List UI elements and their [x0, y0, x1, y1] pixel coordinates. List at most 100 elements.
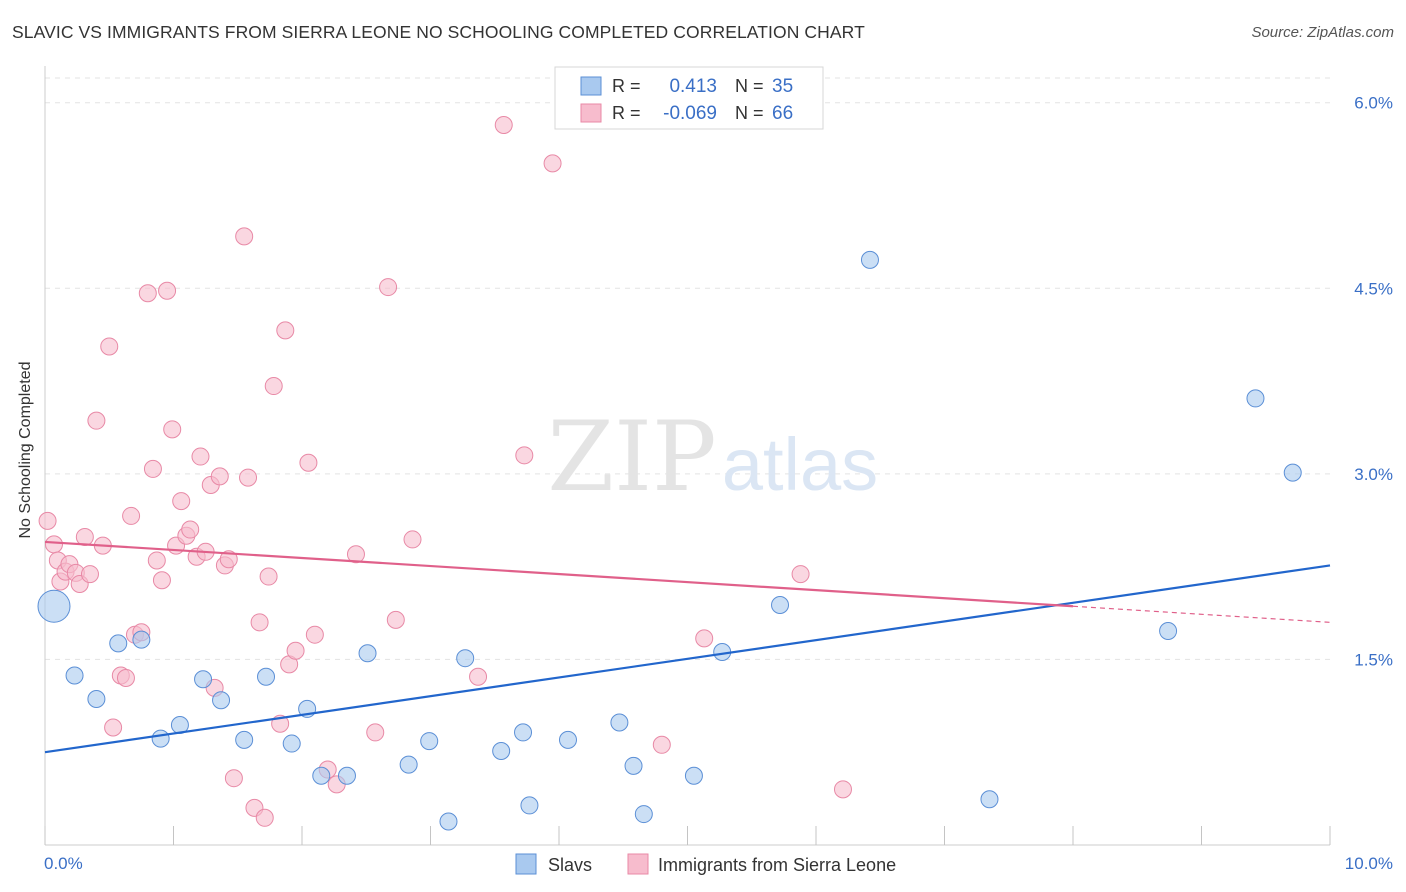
legend-n-value: 35 [772, 76, 793, 97]
slavs-point [492, 741, 511, 760]
slavs-point [235, 730, 254, 749]
sierra-leone-point [286, 641, 305, 660]
slavs-point [624, 756, 643, 775]
legend-swatch-slavs [515, 853, 537, 875]
sierra-leone-point [172, 492, 191, 511]
legend-n-label: N = [735, 103, 764, 123]
legend-swatch-sierra-leone [627, 853, 649, 875]
x-tick-label: 0.0% [44, 854, 83, 873]
watermark-zip: ZIP [547, 401, 716, 513]
sierra-leone-point [44, 535, 63, 554]
legend-swatch [580, 76, 602, 96]
correlation-legend: R = 0.413 N = 35 R = -0.069 N = 66 [554, 66, 824, 130]
series-slavs [37, 250, 1302, 831]
slavs-point [358, 644, 377, 663]
legend-n-label: N = [735, 76, 764, 96]
slavs-point [65, 666, 84, 685]
legend-swatch [580, 103, 602, 123]
slavs-point [610, 713, 629, 732]
sierra-leone-point [494, 116, 513, 135]
slavs-point [684, 766, 703, 785]
sierra-leone-point [255, 808, 274, 827]
sierra-leone-point [379, 278, 398, 297]
legend-label-slavs: Slavs [548, 855, 592, 875]
sierra-leone-point [515, 446, 534, 465]
slavs-point [1246, 389, 1265, 408]
sierra-leone-point [191, 447, 210, 466]
legend-r-label: R = [612, 76, 641, 96]
slavs-point [282, 734, 301, 753]
y-tick-label: 4.5% [1354, 279, 1393, 298]
sierra-leone-point [116, 668, 135, 687]
watermark-atlas: atlas [722, 423, 878, 506]
sierra-leone-point [224, 769, 243, 788]
y-tick-label: 1.5% [1354, 650, 1393, 669]
slavs-point [212, 691, 231, 710]
sierra-leone-point [239, 468, 258, 487]
slavs-point [860, 250, 879, 269]
legend-r-value: -0.069 [663, 103, 717, 124]
sierra-leone-point [403, 530, 422, 549]
sierra-leone-point [100, 337, 119, 356]
sierra-leone-point [138, 284, 157, 303]
sierra-leone-point [181, 520, 200, 539]
sierra-leone-point [210, 467, 229, 486]
tick-labels: 1.5% 3.0% 4.5% 6.0% 0.0% 10.0% [44, 94, 1393, 873]
sierra-leone-trend-line [44, 540, 1074, 608]
sierra-leone-point [152, 571, 171, 590]
legend-r-label: R = [612, 103, 641, 123]
sierra-leone-point [158, 281, 177, 300]
source-credit: Source: ZipAtlas.com [1251, 24, 1394, 41]
slavs-point [109, 634, 128, 653]
sierra-leone-point [366, 723, 385, 742]
bottom-legend: Slavs Immigrants from Sierra Leone [515, 853, 896, 875]
slavs-point [520, 796, 539, 815]
y-tick-label: 3.0% [1354, 465, 1393, 484]
slavs-point [1283, 463, 1302, 482]
slavs-point [257, 667, 276, 686]
slavs-trend-line [44, 564, 1331, 754]
slavs-point [399, 755, 418, 774]
sierra-leone-point [250, 613, 269, 632]
sierra-leone-point [75, 527, 94, 546]
sierra-leone-point [87, 411, 106, 430]
sierra-leone-point [219, 550, 238, 569]
sierra-leone-point [38, 511, 57, 530]
slavs-point [439, 812, 458, 831]
trend-lines [44, 540, 1331, 754]
sierra-leone-point [299, 453, 318, 472]
sierra-leone-point [163, 420, 182, 439]
series-immigrants-sierra-leone [38, 116, 852, 827]
slavs-point [558, 730, 577, 749]
y-tick-label: 6.0% [1354, 94, 1393, 113]
sierra-leone-point [833, 780, 852, 799]
sierra-leone-point [259, 567, 278, 586]
sierra-leone-point [80, 565, 99, 584]
sierra-leone-point [276, 321, 295, 340]
sierra-leone-point [264, 377, 283, 396]
slavs-point-large [37, 589, 71, 623]
legend-n-value: 66 [772, 103, 793, 124]
sierra-leone-trend-extension [1072, 605, 1331, 623]
slavs-point [514, 723, 533, 742]
sierra-leone-point [305, 625, 324, 644]
slavs-point [771, 596, 790, 615]
sierra-leone-point [346, 545, 365, 564]
slavs-point [337, 766, 356, 785]
slavs-point [980, 790, 999, 809]
sierra-leone-point [469, 667, 488, 686]
slavs-point [634, 805, 653, 824]
slavs-point [1159, 621, 1178, 640]
watermark: ZIP atlas [547, 401, 878, 513]
slavs-point [456, 649, 475, 668]
sierra-leone-point [543, 154, 562, 173]
slavs-point [132, 630, 151, 649]
sierra-leone-point [122, 506, 141, 525]
sierra-leone-point [147, 551, 166, 570]
sierra-leone-point [791, 565, 810, 584]
sierra-leone-point [386, 610, 405, 629]
legend-r-value: 0.413 [669, 76, 717, 97]
chart-title: SLAVIC VS IMMIGRANTS FROM SIERRA LEONE N… [12, 22, 865, 42]
axes [44, 66, 1331, 846]
